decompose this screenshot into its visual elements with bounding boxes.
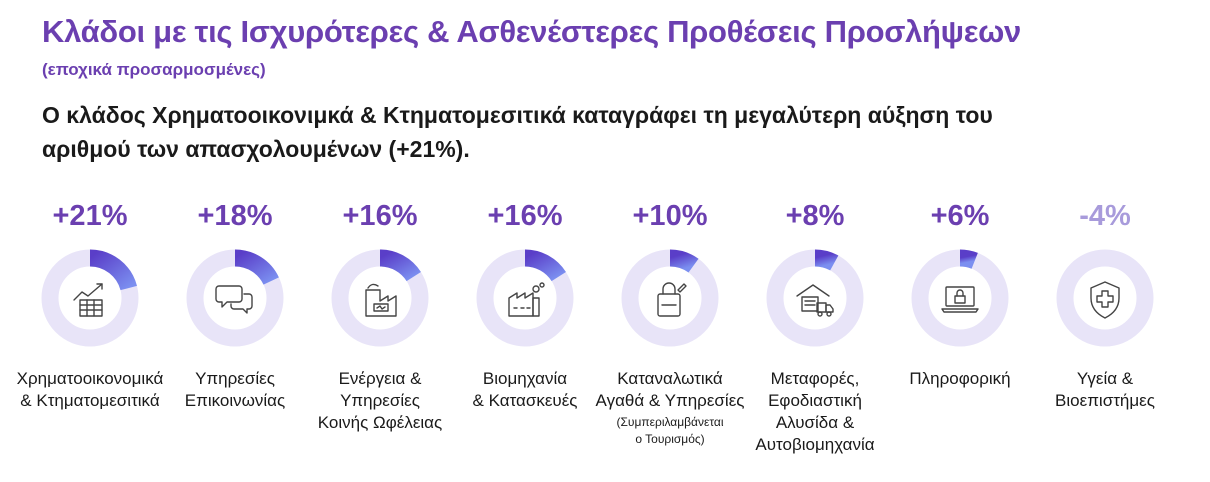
sector-donut bbox=[911, 249, 1009, 347]
sector-donut bbox=[1056, 249, 1154, 347]
donut-value-arc bbox=[669, 249, 699, 273]
page-subtitle: (εποχικά προσαρμοσμένες) bbox=[42, 60, 266, 79]
sector-percent: +8% bbox=[785, 200, 845, 232]
sector-percent: +18% bbox=[197, 200, 273, 232]
sector-percent: +16% bbox=[342, 200, 418, 232]
sector-label-line: Καταναλωτικά bbox=[617, 369, 723, 388]
sector-label-note: (Συμπεριλαμβάνεται ο Τουρισμός) bbox=[616, 415, 724, 446]
sector-label-line: Κοινής Ωφέλειας bbox=[317, 413, 443, 432]
sector-label-line: Επικοινωνίας bbox=[184, 391, 286, 410]
sector-donut bbox=[41, 249, 139, 347]
sector-label-line: Ενέργεια & bbox=[338, 369, 422, 388]
sector-label-line: Βιομηχανία bbox=[482, 369, 568, 388]
sector-percent: +10% bbox=[632, 200, 708, 232]
sector-label: Ενέργεια & Υπηρεσίες Κοινής Ωφέλειας bbox=[290, 368, 470, 434]
factory-icon bbox=[508, 282, 545, 317]
sector-label-line: Αγαθά & Υπηρεσίες bbox=[595, 391, 745, 410]
sector-percent: +6% bbox=[930, 200, 990, 232]
medical-shield-icon bbox=[1090, 281, 1120, 319]
sector-label-line: Υπηρεσίες bbox=[195, 369, 275, 388]
sector-label: Υπηρεσίες Επικοινωνίας bbox=[145, 368, 325, 412]
sector-label: Βιομηχανία & Κατασκευές bbox=[435, 368, 615, 412]
sector-donut bbox=[476, 249, 574, 347]
sector-label-line: Μεταφορές, bbox=[770, 369, 860, 388]
headline-text: Ο κλάδος Χρηματοοικονιμκά & Κτηματομεσιτ… bbox=[42, 102, 993, 162]
finance-chart-icon bbox=[73, 283, 103, 317]
laptop-lock-icon bbox=[941, 286, 979, 313]
energy-battery-icon bbox=[365, 283, 397, 317]
donut-value-arc bbox=[814, 249, 839, 271]
sector-label-line: & Κτηματομεσιτικά bbox=[20, 391, 160, 410]
donut-value-arc bbox=[89, 249, 137, 291]
sector-label-line: & Κατασκευές bbox=[472, 391, 578, 410]
sector-percent: +16% bbox=[487, 200, 563, 232]
sector-donut bbox=[766, 249, 864, 347]
sector-label-line: Υγεία & bbox=[1076, 369, 1134, 388]
warehouse-truck-icon bbox=[796, 284, 834, 317]
chat-bubbles-icon bbox=[215, 285, 253, 314]
sector-percent: -4% bbox=[1079, 200, 1131, 232]
sector-percent: +21% bbox=[52, 200, 128, 232]
sector-label-line: Πληροφορική bbox=[909, 369, 1011, 388]
page-title: Κλάδοι με τις Ισχυρότερες & Ασθενέστερες… bbox=[42, 14, 1021, 49]
sector-label-line: Υπηρεσίες bbox=[340, 391, 420, 410]
sector-label: Χρηματοοικονομικά & Κτηματομεσιτικά bbox=[0, 368, 180, 412]
sector-label-line: Αυτοβιομηχανία bbox=[755, 435, 875, 454]
sector-label-line: Βιοεπιστήμες bbox=[1055, 391, 1155, 410]
shopping-bag-icon bbox=[657, 282, 687, 317]
sector-label-line: Αλυσίδα & bbox=[775, 413, 855, 432]
sector-label: Υγεία & Βιοεπιστήμες bbox=[1015, 368, 1195, 412]
donut-value-arc bbox=[959, 249, 978, 269]
donut-value-arc bbox=[379, 249, 421, 282]
sector-label-line: Εφοδιαστική bbox=[768, 391, 862, 410]
donut-value-arc bbox=[234, 249, 279, 286]
sector-label: Πληροφορική bbox=[870, 368, 1050, 390]
sector-label: Καταναλωτικά Αγαθά & Υπηρεσίες (Συμπεριλαμ… bbox=[580, 368, 760, 448]
donut-track bbox=[1056, 249, 1154, 347]
sector-donut bbox=[186, 249, 284, 347]
donut-value-arc bbox=[524, 249, 566, 282]
sector-label: Μεταφορές, Εφοδιαστική Αλυσίδα & Αυτοβιομηχ… bbox=[725, 368, 905, 456]
sector-donut bbox=[621, 249, 719, 347]
sector-label-line: Χρηματοοικονομικά bbox=[16, 369, 164, 388]
sector-donut bbox=[331, 249, 429, 347]
